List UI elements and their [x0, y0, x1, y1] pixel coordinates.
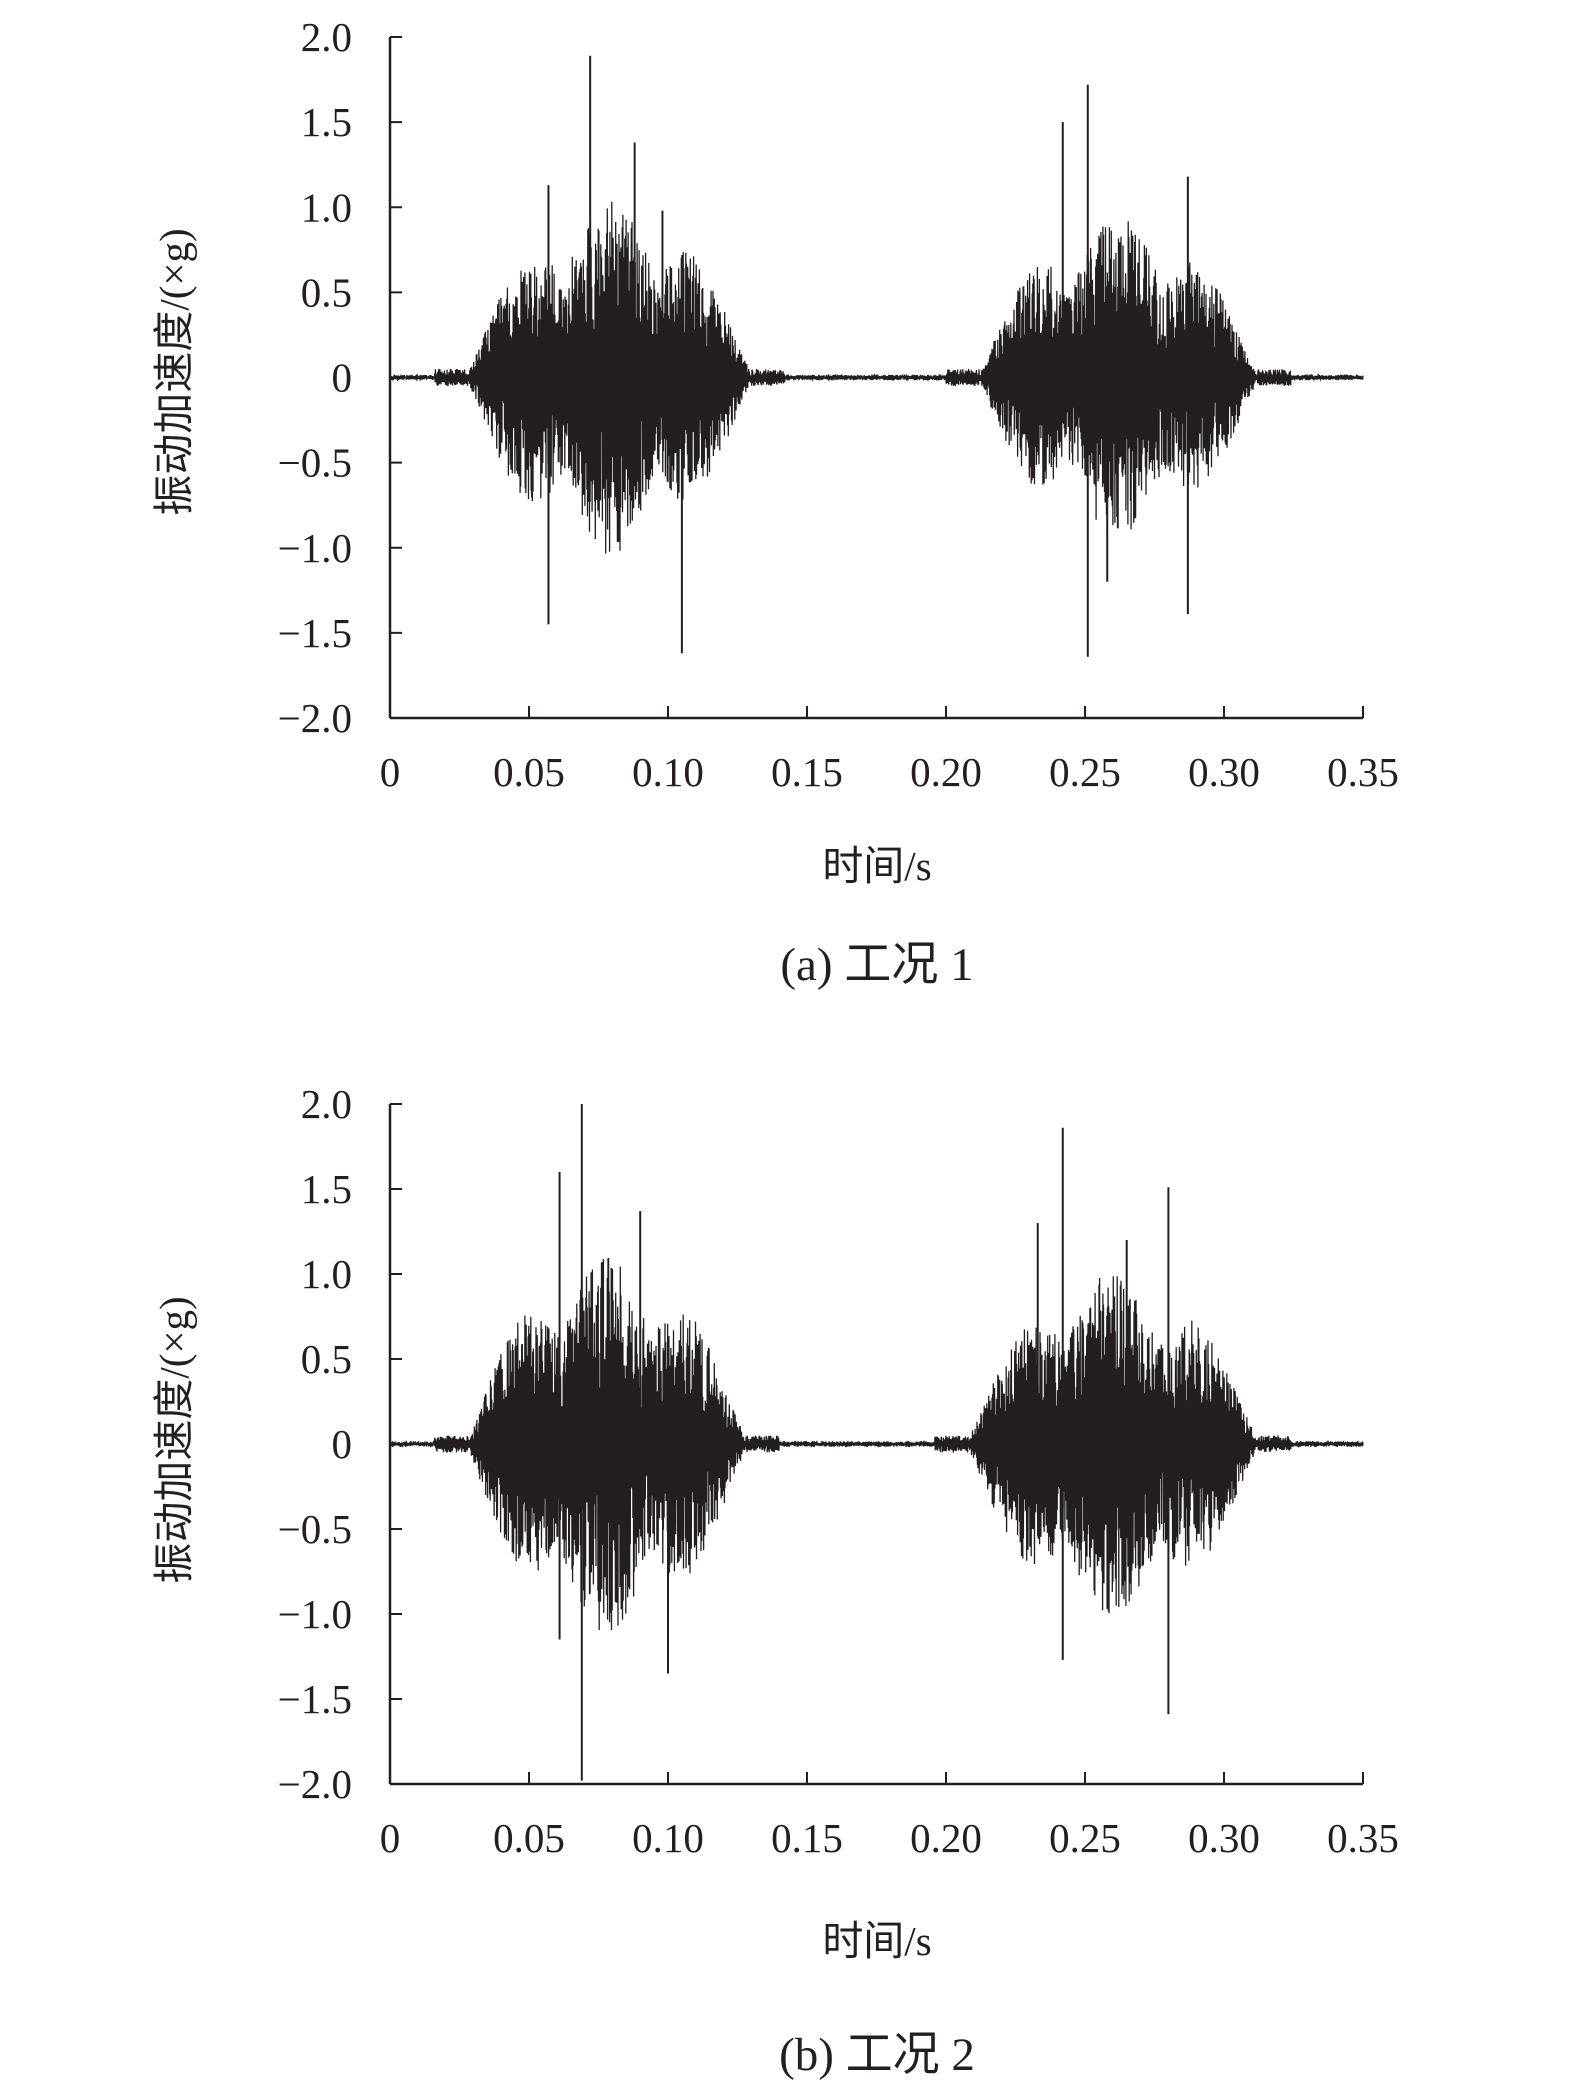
chart-panel-b: 2.01.51.00.50−0.5−1.0−1.5−2.0 0 0.05 0.10 0…	[151, 1081, 1399, 2081]
y-tick-label: 0.5	[301, 1336, 352, 1382]
y-tick-label: 0	[332, 1421, 353, 1467]
y-tick-label: 2.0	[301, 1081, 352, 1127]
x-tick-label: 0.05	[493, 749, 565, 795]
y-tick-label: 0	[332, 355, 353, 401]
x-tick-label: 0.25	[1049, 749, 1121, 795]
x-axis-title: 时间/s	[822, 1918, 931, 1964]
x-tick-label: 0.05	[493, 1815, 565, 1861]
y-tick-label: −1.0	[278, 1591, 352, 1637]
x-tick-label: 0	[380, 749, 401, 795]
y-axis: 2.0 1.5 1.0 0.5 0 −0.5 −1.0 −1.5 −2.0	[278, 1081, 402, 1807]
y-tick-label: −2.0	[278, 695, 352, 741]
caption-a: (a) 工况 1	[780, 939, 973, 991]
x-tick-label: 0.35	[1327, 1815, 1399, 1861]
y-tick-label: −2.0	[278, 1761, 352, 1807]
x-tick-label: 0.30	[1188, 1815, 1260, 1861]
x-tick-label: 0.30	[1188, 749, 1260, 795]
y-axis-title: 振动加速度/(×g)	[151, 1296, 197, 1583]
x-tick-label: 0.20	[910, 749, 982, 795]
signal-trace	[389, 201, 1364, 554]
x-tick-label: 0.25	[1049, 1815, 1121, 1861]
y-tick-label: −1.5	[278, 1676, 352, 1722]
x-tick-label: 0.20	[910, 1815, 982, 1861]
y-axis-title: 振动加速度/(×g)	[151, 228, 197, 515]
y-tick-label: −1.0	[278, 525, 352, 571]
y-tick-label: 1.5	[301, 99, 352, 145]
y-tick-label: 1.5	[301, 1166, 352, 1212]
y-tick-label: −1.5	[278, 610, 352, 656]
x-axis: 0 0.05 0.10 0.15 0.20 0.25 0.30 0.35	[380, 1772, 1399, 1861]
plot-area	[389, 55, 1364, 657]
caption-b: (b) 工况 2	[779, 2029, 975, 2081]
x-tick-label: 0.35	[1327, 749, 1399, 795]
x-axis-title: 时间/s	[822, 843, 931, 889]
y-tick-label: −0.5	[278, 1506, 352, 1552]
x-tick-label: 0.10	[632, 749, 704, 795]
x-axis: 0 0.05 0.10 0.15 0.20 0.25 0.30 0.35	[380, 706, 1399, 795]
y-tick-label: 1.0	[301, 184, 352, 230]
signal-trace	[389, 1257, 1364, 1631]
y-tick-label: 1.0	[301, 1251, 352, 1297]
y-axis: 2.0 1.5 1.0 0.5 0 −0.5 −1.0 −1.5 −2.0	[278, 14, 402, 741]
plot-area	[389, 1104, 1364, 1781]
x-tick-label: 0.15	[771, 749, 843, 795]
y-tick-label: −0.5	[278, 440, 352, 486]
x-tick-label: 0.15	[771, 1815, 843, 1861]
y-tick-label: 2.0	[301, 14, 352, 60]
chart-panel-a: 2.01.51.00.50−0.5−1.0−1.5−2.0 0 0.05 0.10 0…	[151, 14, 1399, 991]
x-tick-label: 0.10	[632, 1815, 704, 1861]
x-tick-label: 0	[380, 1815, 401, 1861]
y-tick-label: 0.5	[301, 269, 352, 315]
